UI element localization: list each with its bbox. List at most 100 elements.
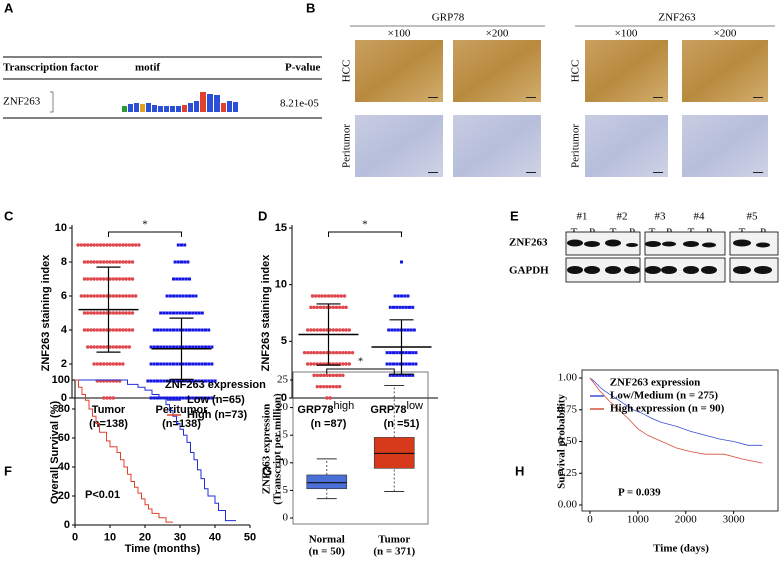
error-bar xyxy=(316,303,341,366)
dot xyxy=(92,243,96,247)
dot xyxy=(162,396,166,400)
dot xyxy=(175,396,179,400)
dot xyxy=(341,373,345,378)
dot xyxy=(156,362,159,366)
dot xyxy=(323,294,327,298)
x-tick-label: GRP78 xyxy=(370,404,406,416)
dot xyxy=(392,305,395,309)
lane-label: #2 xyxy=(617,211,628,223)
dot xyxy=(108,311,112,315)
dot xyxy=(175,345,179,349)
dot xyxy=(184,396,188,400)
dot xyxy=(197,396,201,400)
table-cell: ZNF263 xyxy=(3,96,41,108)
dot xyxy=(191,328,195,332)
dot xyxy=(111,311,116,315)
dot xyxy=(118,311,122,315)
dot xyxy=(325,384,329,389)
dot xyxy=(156,379,159,383)
dot xyxy=(114,328,119,332)
dot xyxy=(92,311,96,315)
survival-curve xyxy=(75,379,173,523)
dot xyxy=(178,396,182,400)
dot xyxy=(318,350,323,355)
y-tick-label: 0 xyxy=(283,512,289,524)
dot xyxy=(86,277,90,281)
group-title: ZNF263 xyxy=(658,12,696,24)
y-tick-label: 8 xyxy=(61,256,67,268)
dot xyxy=(347,362,351,366)
protein-label: ZNF263 xyxy=(509,237,548,249)
dot xyxy=(86,311,90,315)
lane-label: #1 xyxy=(577,211,588,223)
dot xyxy=(118,328,122,332)
dot xyxy=(388,373,392,377)
magnification: ×200 xyxy=(714,28,737,40)
dot xyxy=(168,294,172,298)
magnification: ×100 xyxy=(388,28,411,40)
row-label: HCC xyxy=(570,60,582,83)
dot xyxy=(178,311,182,315)
category-count: (n=138) xyxy=(89,418,128,430)
category-count: (n =87) xyxy=(311,418,347,430)
dot xyxy=(98,260,103,264)
dot xyxy=(149,379,153,383)
dot xyxy=(401,351,405,355)
dot xyxy=(347,328,351,332)
dot xyxy=(210,396,214,400)
dot xyxy=(175,311,179,315)
dot xyxy=(121,345,125,349)
dot xyxy=(312,362,316,366)
dot xyxy=(105,260,109,264)
dot xyxy=(89,294,93,298)
y-tick-label: 60 xyxy=(58,432,70,444)
dot xyxy=(146,379,150,383)
dot xyxy=(398,351,402,355)
dot xyxy=(330,294,334,298)
dot xyxy=(191,362,195,366)
dot xyxy=(86,328,90,332)
dot xyxy=(82,328,87,332)
dot xyxy=(172,362,175,366)
dot xyxy=(159,396,163,400)
dot xyxy=(204,362,207,366)
category-count: (n = 371) xyxy=(373,546,415,558)
dot xyxy=(404,373,408,377)
dot xyxy=(210,345,214,349)
dot xyxy=(325,373,329,378)
dot xyxy=(149,362,153,366)
dot xyxy=(172,311,175,315)
x-tick-label: 10 xyxy=(104,531,116,543)
protein-label: GAPDH xyxy=(509,265,549,277)
dot xyxy=(137,243,141,247)
dot xyxy=(406,294,410,298)
significance-bracket xyxy=(326,368,395,374)
dot xyxy=(95,362,100,366)
dot xyxy=(395,373,399,377)
dot xyxy=(82,294,87,298)
dot xyxy=(181,362,185,366)
error-bar xyxy=(169,317,194,380)
dot xyxy=(98,277,103,281)
x-axis-label: Time (days) xyxy=(653,543,709,555)
dot xyxy=(312,328,316,332)
dot xyxy=(322,328,326,332)
dot xyxy=(92,362,96,366)
dot xyxy=(393,294,397,298)
dot xyxy=(89,311,93,315)
dot xyxy=(385,351,389,355)
dot xyxy=(334,328,339,332)
dot xyxy=(121,260,125,264)
dot xyxy=(188,277,191,281)
dot xyxy=(108,345,112,349)
dot xyxy=(127,328,131,332)
panel-label: H xyxy=(515,463,524,478)
y-tick-label: 10 xyxy=(275,279,287,291)
dot xyxy=(341,350,345,355)
dot xyxy=(347,350,351,355)
dot xyxy=(130,294,135,298)
x-tick-label: 0 xyxy=(587,513,593,525)
dot xyxy=(315,373,319,378)
dot xyxy=(172,294,175,298)
